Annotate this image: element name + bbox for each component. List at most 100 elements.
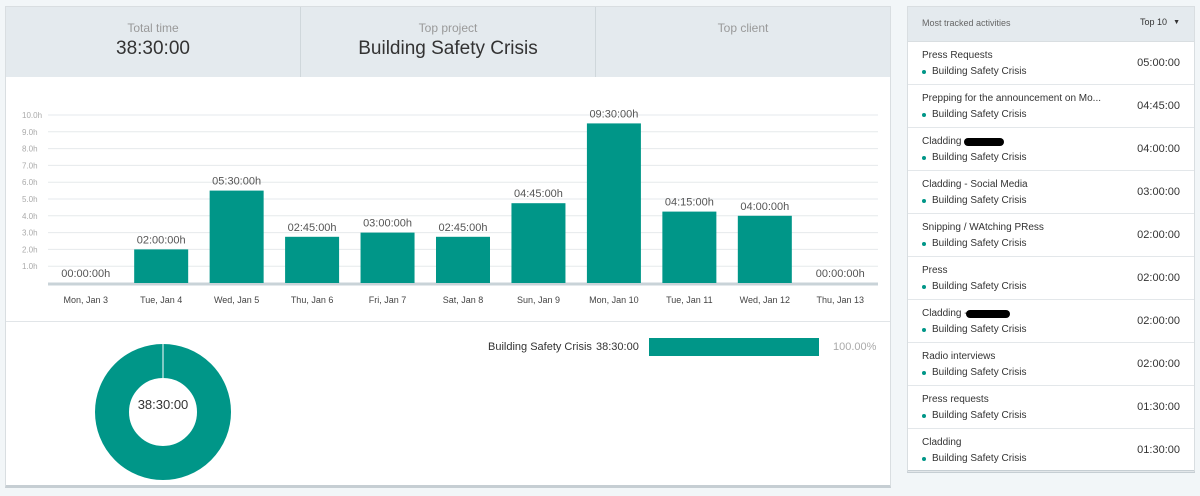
activity-project: Building Safety Crisis [932, 238, 1027, 249]
project-dot-icon [922, 199, 926, 203]
bar-data-label: 00:00:00h [61, 268, 110, 280]
activity-row[interactable]: Press Requests Building Safety Crisis 05:0… [908, 42, 1194, 85]
project-dot-icon [922, 156, 926, 160]
project-dot-icon [922, 70, 926, 74]
top-client-label: Top client [717, 21, 769, 35]
x-tick-label: Tue, Jan 4 [140, 295, 182, 305]
activity-project: Building Safety Crisis [932, 66, 1027, 77]
x-tick-label: Thu, Jan 6 [291, 295, 334, 305]
bar-data-label: 02:00:00h [137, 234, 186, 246]
x-tick-label: Mon, Jan 3 [63, 295, 108, 305]
bar-data-label: 00:00:00h [816, 268, 865, 280]
section-divider [6, 321, 890, 322]
project-breakdown-name[interactable]: Building Safety Crisis [488, 341, 592, 353]
donut-center-label: 38:30:00 [137, 397, 189, 412]
y-tick-label: 6.0h [22, 178, 38, 187]
activities-header: Most tracked activities Top 10 ▼ [908, 7, 1194, 42]
activity-name: Cladding - [922, 308, 968, 319]
total-time-label: Total time [127, 21, 179, 35]
activity-row[interactable]: Cladding - Social Media Building Safety C… [908, 171, 1194, 214]
activity-list: Press Requests Building Safety Crisis 05:0… [908, 42, 1194, 472]
project-dot-icon [922, 371, 926, 375]
top-project-value[interactable]: Building Safety Crisis [358, 38, 538, 59]
project-breakdown-time: 38:30:00 [596, 341, 639, 353]
activity-project: Building Safety Crisis [932, 410, 1027, 421]
caret-down-icon: ▼ [1173, 19, 1180, 26]
project-dot-icon [922, 242, 926, 246]
total-time-stat: Total time 38:30:00 [6, 7, 301, 77]
activity-name: Snipping / WAtching PRess [922, 222, 1044, 233]
activity-name: Press Requests [922, 50, 993, 61]
chart-bar [134, 249, 189, 283]
activity-row[interactable]: Press requests Building Safety Crisis 01:3… [908, 386, 1194, 429]
total-time-value: 38:30:00 [116, 38, 190, 59]
daily-bar-chart: 1.0h 2.0h 3.0h 4.0h 5.0h 6.0h 7.0h 8.0h 9.0h 10.0… [22, 108, 878, 305]
chart-bar [737, 215, 792, 283]
activity-name: Prepping for the announcement on Mo... [922, 93, 1102, 104]
chart-bar [285, 236, 340, 283]
activity-project: Building Safety Crisis [932, 453, 1027, 464]
activity-time: 03:00:00 [1137, 186, 1180, 198]
activity-row[interactable]: Cladding Building Safety Crisis 01:30:00 [908, 429, 1194, 472]
activity-time: 02:00:00 [1137, 272, 1180, 284]
activity-row[interactable]: Cladding - Building Safety Crisis 02:00:00 [908, 300, 1194, 343]
activity-row[interactable]: Prepping for the announcement on Mo... Bu… [908, 85, 1194, 128]
activity-time: 04:45:00 [1137, 100, 1180, 112]
top-count-dropdown-label: Top 10 [1140, 17, 1168, 27]
project-breakdown-percent: 100.00% [833, 341, 877, 353]
activity-time: 02:00:00 [1137, 315, 1180, 327]
x-tick-label: Sun, Jan 9 [517, 295, 560, 305]
activity-name: Press [922, 265, 948, 276]
activity-row[interactable]: Press Building Safety Crisis 02:00:00 [908, 257, 1194, 300]
redaction-mark [966, 310, 1010, 318]
y-tick-label: 2.0h [22, 245, 38, 254]
chart-bar [436, 236, 490, 283]
top-client-stat: Top client [596, 7, 890, 77]
project-dot-icon [922, 328, 926, 332]
x-tick-label: Wed, Jan 5 [214, 295, 259, 305]
activity-project: Building Safety Crisis [932, 367, 1027, 378]
y-tick-label: 9.0h [22, 128, 38, 137]
summary-stats: Total time 38:30:00 Top project Building… [6, 7, 890, 77]
top-count-dropdown[interactable]: Top 10 ▼ [1140, 17, 1180, 27]
y-tick-label: 3.0h [22, 229, 38, 238]
activity-row[interactable]: Cladding - Building Safety Crisis 04:00:00 [908, 128, 1194, 171]
activity-time: 05:00:00 [1137, 57, 1180, 69]
y-tick-label: 8.0h [22, 145, 38, 154]
chart-bar [360, 232, 415, 283]
chart-bar [511, 203, 566, 283]
bar-data-label: 02:45:00h [439, 222, 488, 234]
y-tick-label: 1.0h [22, 262, 38, 271]
activity-project: Building Safety Crisis [932, 109, 1027, 120]
chart-bar [662, 211, 717, 283]
activity-time: 01:30:00 [1137, 401, 1180, 413]
bar-data-label: 05:30:00h [212, 176, 261, 188]
activity-project: Building Safety Crisis [932, 152, 1027, 163]
bar-data-label: 04:15:00h [665, 197, 714, 209]
y-tick-label: 5.0h [22, 195, 38, 204]
project-donut-chart [95, 335, 231, 480]
x-tick-label: Thu, Jan 13 [817, 295, 865, 305]
activity-name: Cladding - [922, 136, 968, 147]
activity-row[interactable]: Snipping / WAtching PRess Building Safety… [908, 214, 1194, 257]
bar-data-label: 09:30:00h [589, 108, 638, 120]
bar-data-label: 04:00:00h [740, 201, 789, 213]
project-breakdown-bar [649, 338, 819, 356]
x-tick-label: Mon, Jan 10 [589, 295, 639, 305]
x-tick-label: Fri, Jan 7 [369, 295, 407, 305]
activity-project: Building Safety Crisis [932, 281, 1027, 292]
most-tracked-activities-panel: Most tracked activities Top 10 ▼ Press Re… [907, 6, 1195, 473]
activity-row[interactable]: Radio interviews Building Safety Crisis 02… [908, 343, 1194, 386]
activity-time: 02:00:00 [1137, 358, 1180, 370]
x-tick-label: Tue, Jan 11 [666, 295, 713, 305]
top-project-stat: Top project Building Safety Crisis [301, 7, 596, 77]
chart-bar [209, 190, 264, 283]
activity-name: Press requests [922, 394, 989, 405]
activity-time: 02:00:00 [1137, 229, 1180, 241]
dashboard-main-panel: Total time 38:30:00 Top project Building… [5, 6, 891, 488]
x-tick-label: Sat, Jan 8 [443, 295, 484, 305]
bar-data-label: 02:45:00h [288, 222, 337, 234]
bar-data-label: 03:00:00h [363, 218, 412, 230]
chart-bar [586, 123, 641, 284]
activity-name: Cladding - Social Media [922, 179, 1028, 190]
